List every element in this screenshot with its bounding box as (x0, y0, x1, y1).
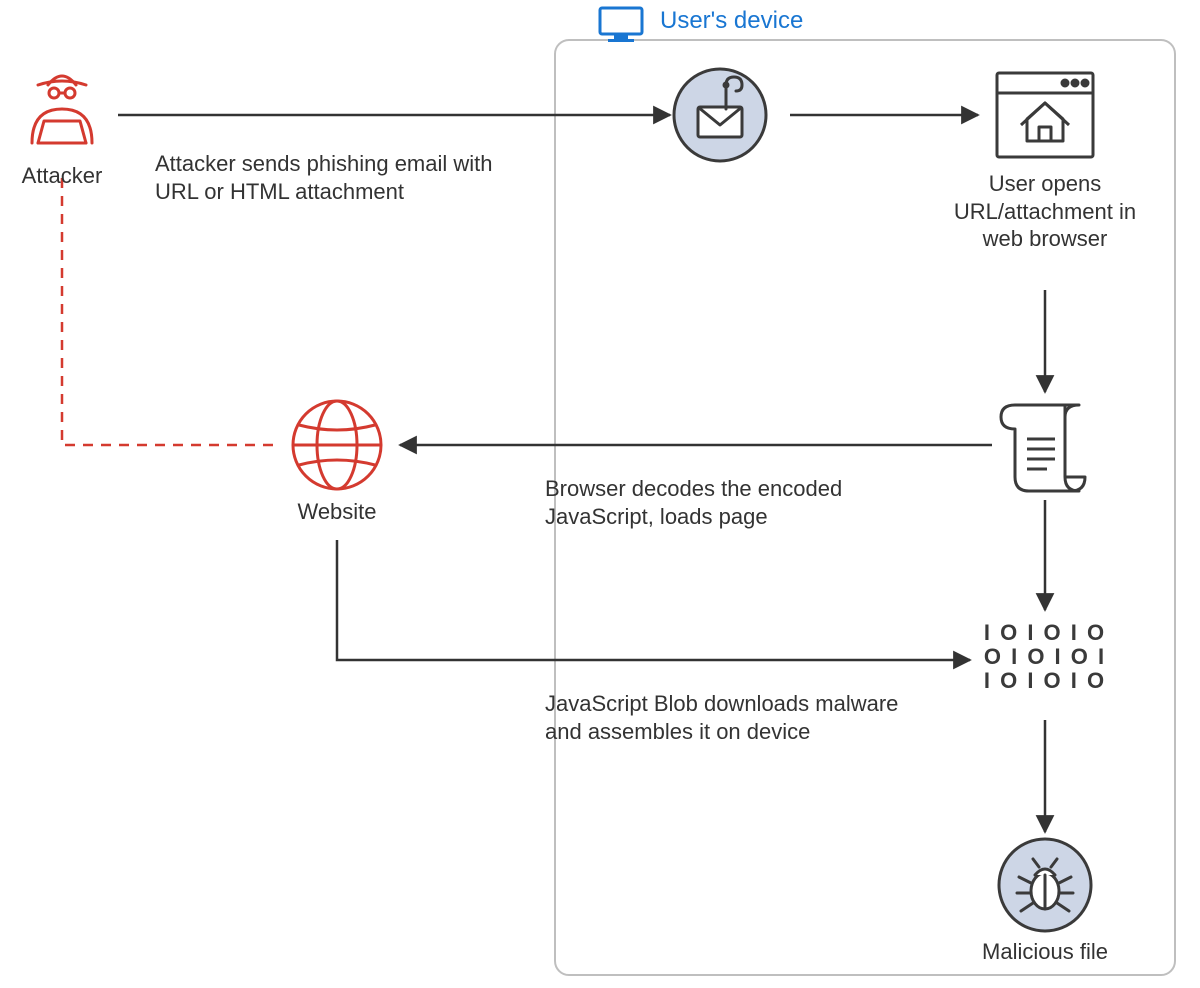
diagram-canvas: I O I O I O O I O I O I I O I O I O (0, 0, 1200, 988)
website-label: Website (267, 498, 407, 526)
browser-icon (997, 73, 1093, 157)
binary-line-2: O I O I O I (984, 644, 1106, 669)
edge-label-blob: JavaScript Blob downloads malware and as… (545, 690, 925, 745)
title-label: User's device (660, 6, 860, 36)
malicious-file-label: Malicious file (945, 938, 1145, 966)
malicious-file-icon (999, 839, 1091, 931)
browser-label: User opens URL/attachment in web browser (935, 170, 1155, 253)
script-icon (1001, 405, 1085, 491)
edge-website-binary (337, 540, 970, 660)
monitor-icon (600, 8, 642, 42)
binary-line-3: I O I O I O (984, 668, 1106, 693)
edge-label-decode: Browser decodes the encoded JavaScript, … (545, 475, 905, 530)
website-icon (293, 401, 381, 489)
edge-attacker-website (62, 178, 280, 445)
binary-icon: I O I O I O O I O I O I I O I O I O (984, 620, 1106, 693)
edge-label-phishing: Attacker sends phishing email with URL o… (155, 150, 535, 205)
attacker-label: Attacker (2, 162, 122, 190)
binary-line-1: I O I O I O (984, 620, 1106, 645)
attacker-icon (32, 76, 92, 143)
phishing-email-icon (674, 69, 766, 161)
